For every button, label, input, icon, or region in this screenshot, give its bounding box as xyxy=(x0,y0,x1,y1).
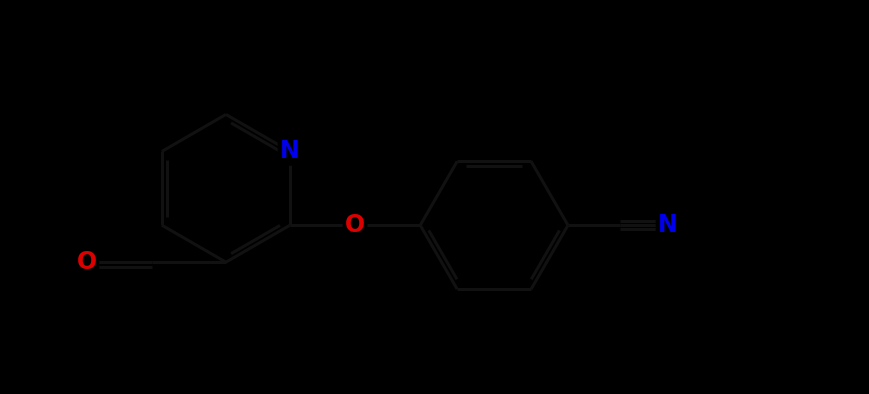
Text: N: N xyxy=(280,139,300,164)
Text: N: N xyxy=(658,213,678,237)
Text: O: O xyxy=(345,213,365,237)
Text: O: O xyxy=(76,250,97,274)
